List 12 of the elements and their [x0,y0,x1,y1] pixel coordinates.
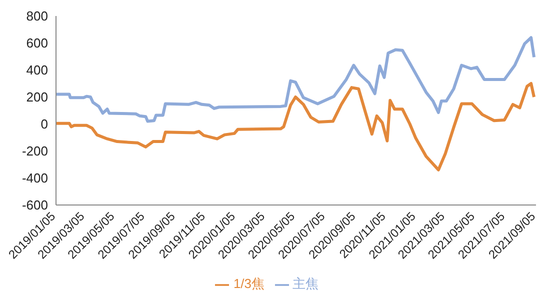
y-tick-label: 200 [26,90,48,105]
line-series [56,82,536,172]
y-tick-label: -400 [22,170,48,186]
line-series [56,36,536,123]
y-tick-label: 800 [26,8,48,24]
y-tick-label: -200 [22,144,48,159]
y-tick-label: 400 [26,62,48,78]
legend-label: 主焦 [292,276,319,291]
legend-label: 1/3焦 [233,276,265,291]
y-tick-label: 0 [40,116,48,132]
y-tick-label: 600 [26,36,48,51]
y-tick-label: -600 [22,198,48,213]
